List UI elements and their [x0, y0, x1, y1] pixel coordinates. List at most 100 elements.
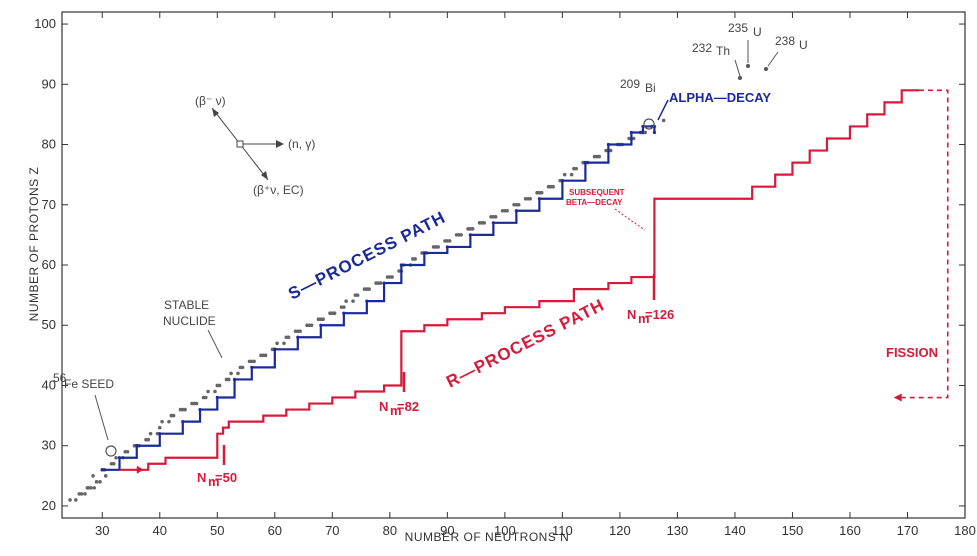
x-tick-label: 90: [440, 523, 454, 538]
stable-nuclide-point: [85, 486, 90, 490]
s-process-point: [158, 432, 162, 436]
s-process-point: [181, 420, 185, 424]
neutron-capture-label: (n, γ): [288, 137, 315, 151]
s-process-point: [422, 251, 426, 255]
stable-nuclide-point: [597, 154, 601, 159]
stable-nuclide-point: [171, 413, 176, 418]
s-process-point: [537, 197, 541, 201]
s-process-point: [399, 263, 403, 267]
stable-nuclide-point: [505, 208, 509, 213]
stable-nuclide-point: [569, 172, 574, 177]
s-process-point: [629, 130, 634, 135]
subsequent-label-2: BETA—DECAY: [566, 198, 623, 207]
x-tick-label: 140: [724, 523, 746, 538]
stable-nuclide-point: [282, 341, 286, 346]
nm50-value: =50: [215, 470, 237, 485]
stable-nuclide-point: [608, 148, 613, 153]
stable-nuclide-point: [103, 474, 108, 478]
x-tick-label: 60: [268, 523, 282, 538]
nm50-sub: m: [208, 474, 220, 489]
s-process-point: [100, 468, 104, 472]
stable-nuclide-point: [148, 431, 153, 436]
stable-nuclide-point: [88, 486, 93, 490]
stable-label-1: STABLE: [164, 298, 209, 312]
x-tick-label: 70: [325, 523, 339, 538]
y-tick-label: 70: [42, 197, 56, 212]
stable-nuclide-point: [332, 311, 337, 315]
x-tick-label: 120: [609, 523, 631, 538]
stable-nuclide-point: [355, 293, 360, 297]
x-tick-label: 110: [552, 523, 573, 538]
fe-seed-label: Fe SEED: [64, 377, 114, 391]
stable-nuclide-point: [661, 118, 666, 123]
s-process-point: [468, 233, 472, 237]
stable-nuclide-point: [203, 395, 208, 400]
stable-pointer: [207, 329, 223, 359]
fe-seed-mass: 56: [53, 371, 67, 385]
s-process-point: [514, 209, 518, 213]
stable-nuclide-point: [157, 425, 162, 430]
series-line-0: [102, 125, 656, 471]
stable-nuclide-point: [378, 281, 383, 285]
bi-symbol: Bi: [645, 81, 656, 95]
stable-nuclide-point: [342, 305, 346, 309]
s-process-point: [560, 179, 564, 183]
s-process-point: [215, 395, 219, 400]
series-lines: [100, 89, 949, 474]
th-point: [738, 76, 742, 80]
fission-arrow-head: [893, 393, 902, 402]
stable-nuclide-point: [344, 299, 348, 303]
nm126-sub: m: [638, 311, 650, 326]
beta-minus-label: (β⁻ ν): [195, 94, 226, 108]
stable-nuclide-point: [252, 359, 256, 364]
s-process-point: [652, 130, 657, 135]
series-line-2: [901, 89, 949, 399]
r-process-start-arrow: [136, 465, 144, 474]
x-tick-label: 50: [210, 523, 224, 538]
nm82-sub: m: [390, 403, 402, 418]
axis-ticks: 30 40 50 60 70 80 90 100 110 120 130 140 150 160 170 18…: [34, 12, 976, 538]
stable-nuclide-point: [68, 498, 72, 502]
x-tick-label: 40: [153, 523, 167, 538]
stable-nuclide-point: [146, 437, 151, 442]
stable-nuclide-point: [551, 184, 555, 189]
beta-minus-arrow-head: [212, 108, 219, 117]
nm50-n: N: [197, 470, 206, 485]
stable-nuclide-point: [413, 257, 417, 261]
stable-nuclide-point: [643, 130, 648, 135]
stable-nuclide-point: [263, 353, 268, 358]
stable-nuclide-point: [321, 317, 325, 322]
stable-nuclide-point: [351, 299, 355, 303]
x-tick-label: 80: [383, 523, 397, 538]
x-tick-label: 100: [494, 523, 516, 538]
s-process-point: [342, 311, 346, 315]
x-tick-label: 130: [667, 523, 689, 538]
stable-nuclide-point: [482, 221, 486, 225]
stable-nuclide-point: [562, 172, 567, 177]
s-process-point: [445, 245, 449, 249]
decay-origin-box: [236, 140, 244, 148]
stable-nuclide-point: [92, 486, 97, 490]
stable-nuclide-point: [631, 136, 636, 141]
y-axis-title: NUMBER OF PROTONS Z: [27, 167, 41, 322]
nm82-n: N: [379, 399, 388, 414]
beta-plus-label: (β⁺ν, EC): [253, 183, 304, 197]
s-process-point: [606, 142, 611, 147]
s-process-point: [365, 299, 369, 303]
stable-nuclide-point: [226, 377, 231, 382]
stable-nuclide-point: [217, 383, 222, 388]
u235-mass: 235: [728, 21, 748, 35]
y-tick-label: 80: [42, 137, 56, 152]
stable-nuclide-point: [98, 480, 102, 484]
stable-nuclide-point: [493, 215, 498, 219]
s-process-point: [319, 323, 323, 327]
bi-marker: [643, 118, 655, 130]
nm126-n: N: [627, 307, 636, 322]
stable-nuclide-point: [194, 401, 199, 406]
s-process-point: [250, 365, 254, 370]
subsequent-pointer: [614, 208, 646, 231]
y-tick-label: 20: [42, 498, 56, 513]
stable-nuclide-point: [94, 480, 99, 484]
